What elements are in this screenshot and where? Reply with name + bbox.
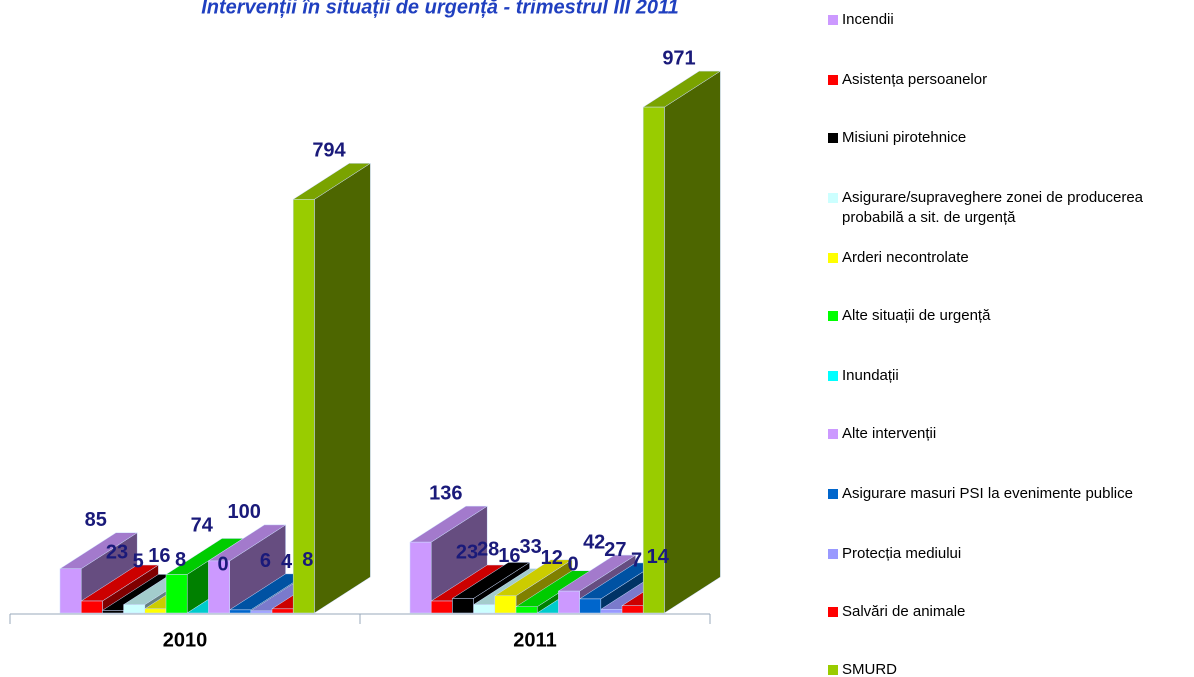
- bar: [165, 574, 188, 614]
- bar: [494, 595, 517, 614]
- legend-item: Asigurare masuri PSI la evenimente publi…: [828, 484, 1190, 504]
- data-label: 8: [302, 549, 313, 571]
- bar: [409, 541, 432, 614]
- chart: Intervenții în situații de urgență - tri…: [9, 0, 722, 651]
- legend-label: Arderi necontrolate: [842, 249, 969, 266]
- bar: [452, 598, 474, 614]
- legend-item: Misiuni pirotehnice: [828, 128, 1190, 148]
- bar: [80, 600, 103, 614]
- bar: [208, 560, 230, 614]
- legend-label: Salvări de animale: [842, 603, 966, 620]
- legend-swatch: [828, 489, 838, 499]
- legend-label: Alte intervenții: [842, 425, 937, 442]
- bar: [229, 609, 252, 614]
- data-label: 971: [662, 47, 695, 69]
- data-label: 136: [429, 482, 462, 504]
- data-label: 5: [133, 551, 144, 573]
- data-label: 7: [631, 550, 642, 572]
- legend-swatch: [828, 253, 838, 263]
- x-tick-label: 2011: [513, 629, 556, 651]
- chart-title: Intervenții în situații de urgență - tri…: [201, 0, 679, 18]
- bar: [430, 600, 453, 614]
- legend-label: Protecția mediului: [842, 545, 962, 562]
- bar: [579, 598, 602, 614]
- bar: [621, 605, 644, 614]
- data-label: 85: [85, 509, 107, 531]
- data-label: 23: [106, 541, 128, 563]
- legend-swatch: [828, 429, 838, 439]
- data-label: 4: [281, 551, 293, 573]
- data-label: 0: [217, 553, 228, 575]
- data-label: 33: [519, 536, 541, 558]
- legend-swatch: [828, 133, 838, 143]
- bar: [558, 590, 580, 614]
- legend-swatch: [828, 371, 838, 381]
- legend-label: SMURD: [842, 661, 897, 677]
- legend-item: Arderi necontrolate: [828, 248, 1190, 268]
- data-label: 42: [583, 531, 605, 553]
- data-label: 74: [191, 515, 214, 537]
- bar: [515, 606, 538, 614]
- legend-label: Asistența persoanelor: [842, 71, 988, 88]
- legend-item: Asistența persoanelor: [828, 70, 1190, 90]
- legend-label: Misiuni pirotehnice: [842, 129, 967, 146]
- legend-item: SMURD: [828, 660, 1190, 677]
- legend-swatch: [828, 311, 838, 321]
- legend-item: Salvări de animale: [828, 602, 1190, 622]
- legend-label: Inundații: [842, 367, 899, 384]
- data-label: 27: [604, 539, 626, 561]
- legend-swatch: [828, 607, 838, 617]
- data-label: 12: [541, 547, 563, 569]
- legend-label: Alte situații de urgență: [842, 307, 991, 324]
- data-label: 16: [498, 545, 520, 567]
- bar: [102, 610, 124, 614]
- legend-swatch: [828, 193, 838, 203]
- bar: [271, 608, 294, 614]
- legend-item: Asigurare/supraveghere zonei de producer…: [828, 188, 1190, 228]
- data-label: 0: [567, 553, 578, 575]
- legend-swatch: [828, 549, 838, 559]
- legend-label: Asigurare masuri PSI la evenimente publi…: [842, 485, 1133, 502]
- legend-label: Incendii: [842, 11, 894, 28]
- data-label: 28: [477, 539, 499, 561]
- legend-swatch: [828, 75, 838, 85]
- legend-label: Asigurare/supraveghere zonei de producer…: [842, 189, 1144, 226]
- data-label: 8: [175, 549, 186, 571]
- bar: [59, 568, 82, 614]
- x-tick-label: 2010: [163, 629, 208, 651]
- bar: [144, 608, 167, 614]
- bar: [123, 604, 146, 614]
- legend-item: Incendii: [828, 10, 1190, 30]
- bar: [600, 609, 623, 614]
- data-label: 16: [148, 545, 170, 567]
- bar-side: [664, 70, 721, 614]
- legend-item: Protecția mediului: [828, 544, 1190, 564]
- bar: [473, 604, 496, 614]
- data-label: 14: [647, 546, 670, 568]
- data-label: 794: [312, 140, 346, 162]
- data-label: 6: [260, 550, 271, 572]
- legend-swatch: [828, 665, 838, 675]
- data-label: 100: [228, 501, 261, 523]
- bar: [250, 610, 273, 614]
- legend-item: Alte situații de urgență: [828, 306, 1190, 326]
- bar: [642, 106, 665, 614]
- bar: [292, 199, 315, 614]
- data-label: 23: [456, 541, 478, 563]
- legend-swatch: [828, 15, 838, 25]
- legend-item: Alte intervenții: [828, 424, 1190, 444]
- bar-side: [314, 162, 371, 614]
- legend-item: Inundații: [828, 366, 1190, 386]
